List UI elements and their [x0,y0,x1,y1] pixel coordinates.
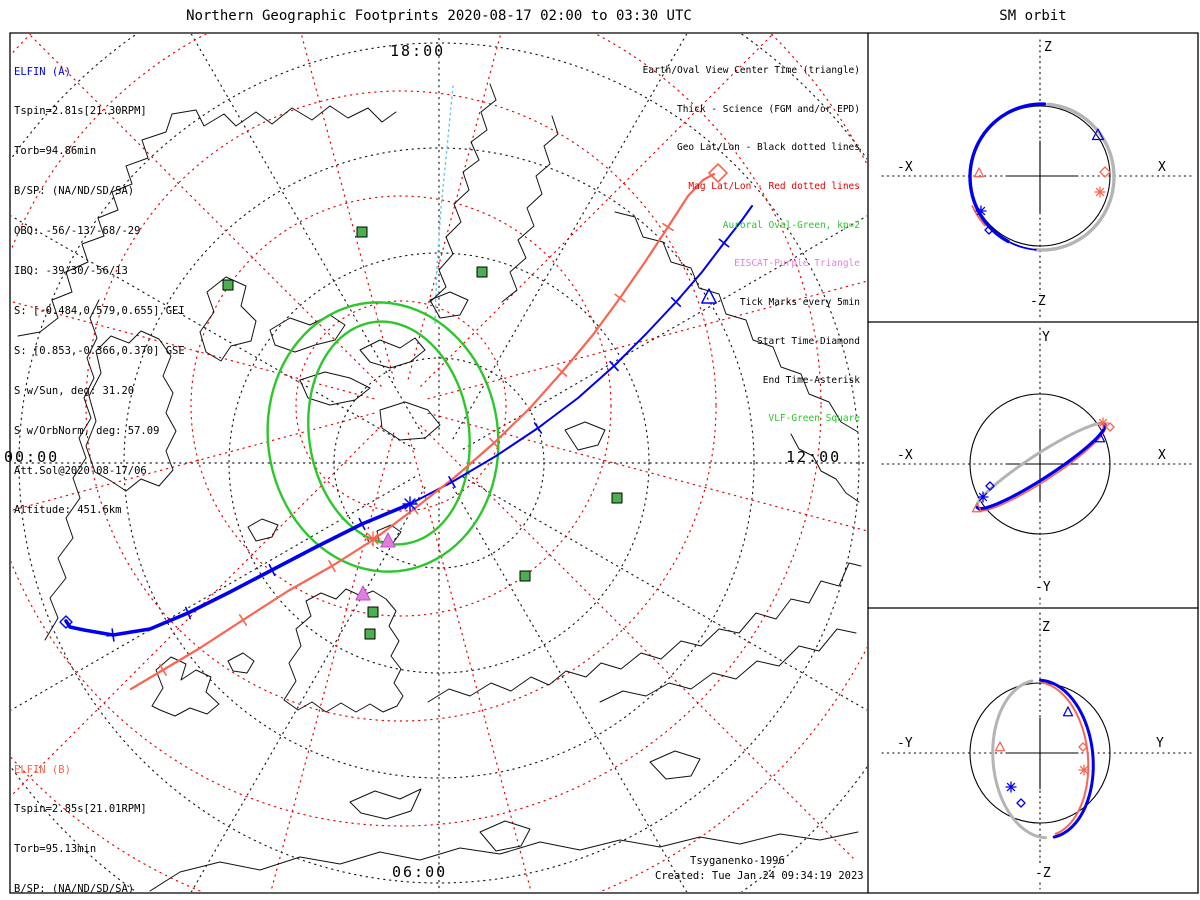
legend-item: VLF-Green Square [768,413,860,425]
elfin-b-line: Tspin=2.85s[21.01RPM] [14,803,147,816]
elfin-b-line: Torb=95.13min [14,843,97,856]
panel1-axis-negx: -X [896,160,914,175]
elfin-a-line: S w/Sun, deg: 31.20 [14,384,135,397]
legend-item: Tick Marks every 5min [739,297,860,309]
legend-item: Earth/Oval View Center Time (triangle) [642,64,860,76]
panel2-axis-x: X [1157,448,1167,463]
page-title: Northern Geographic Footprints 2020-08-1… [186,8,692,24]
legend-item: Mag Lat/Lon - Red dotted lines [688,180,860,192]
panel1-axis-negz: -Z [1029,294,1047,309]
sm-orbit-title: SM orbit [999,8,1067,24]
panel3-axis-z: Z [1041,620,1051,635]
legend-item: Auroral Oval-Green, kp=2 [722,219,860,231]
panel1-axis-z: Z [1043,40,1053,55]
elfin-a-info: ELFIN (A) Tspin=2.81s[21.30RPM] Torb=94.… [14,39,185,544]
elfin-a-line: Torb=94.86min [14,145,97,158]
elfin-a-line: Altitude: 451.6km [14,504,122,517]
mlt-label-12: 12:00 [786,448,842,466]
legend-item: Start Time-Diamond [757,335,860,347]
elfin-a-line: Tspin=2.81s[21.30RPM] [14,105,147,118]
panel3-axis-negy: -Y [896,736,914,751]
legend-item: End Time-Asterisk [762,374,860,386]
elfin-a-title: ELFIN (A) [14,65,71,78]
elfin-a-line: OBQ: -56/-13/-68/-29 [14,225,141,238]
panel1-axis-x: X [1157,160,1167,175]
elfin-a-line: Att.Sol@2020-08-17/06 [14,464,147,477]
panel2-axis-negx: -X [896,448,914,463]
panel2-axis-y: Y [1041,330,1051,345]
model-attribution: Tsyganenko-1996 [690,855,785,867]
legend-item: EISCAT-Purple Triangle [734,258,860,270]
elfin-a-line: S w/OrbNorm, deg: 57.09 [14,424,160,437]
legend-item: Geo Lat/Lon - Black dotted lines [676,142,860,154]
map-legend: Earth/Oval View Center Time (triangle) T… [420,39,860,452]
elfin-b-info: ELFIN (B) Tspin=2.85s[21.01RPM] Torb=95.… [14,737,191,900]
elfin-a-line: IBQ: -39/30/-56/13 [14,265,128,278]
panel3-axis-y: Y [1155,736,1165,751]
mlt-label-06: 06:00 [392,863,448,881]
mlt-label-18: 18:00 [390,42,446,60]
panel3-axis-negz: -Z [1034,866,1052,881]
elfin-a-line: S: [-0.484,0.579,0.655] GEI [14,304,185,317]
elfin-b-title: ELFIN (B) [14,763,71,776]
legend-item: Thick - Science (FGM and/or EPD) [676,103,860,115]
mlt-label-00: 00:00 [4,448,60,466]
elfin-a-line: S: [0.853,-0.366,0.370] GSE [14,344,185,357]
created-timestamp: Created: Tue Jan 24 09:34:19 2023 [655,870,864,882]
panel2-axis-negy: -Y [1034,580,1052,595]
elfin-a-line: B/SP: (NA/ND/SD/SA) [14,185,135,198]
elfin-b-line: B/SP: (NA/ND/SD/SA) [14,883,135,896]
